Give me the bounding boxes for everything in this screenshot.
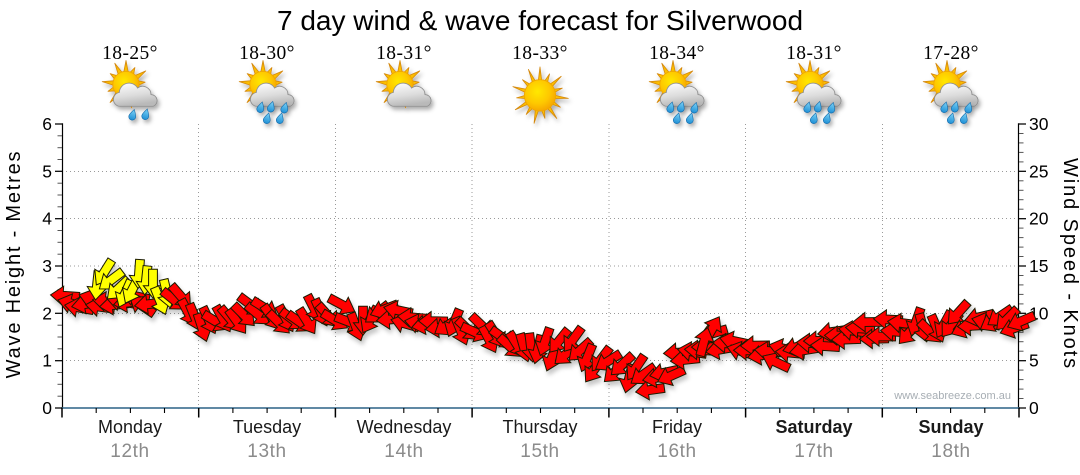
svg-text:18-34°: 18-34° bbox=[649, 43, 705, 64]
svg-text:3: 3 bbox=[42, 256, 52, 276]
svg-text:16th: 16th bbox=[657, 441, 696, 462]
svg-text:Monday: Monday bbox=[98, 417, 162, 437]
svg-text:17-28°: 17-28° bbox=[923, 43, 979, 64]
svg-text:15: 15 bbox=[1029, 256, 1048, 276]
svg-text:1: 1 bbox=[42, 351, 52, 371]
svg-text:18-30°: 18-30° bbox=[239, 43, 295, 64]
svg-text:Wave Height - Metres: Wave Height - Metres bbox=[3, 150, 25, 379]
svg-text:0: 0 bbox=[42, 398, 52, 418]
svg-text:Sunday: Sunday bbox=[918, 417, 983, 437]
svg-text:www.seabreeze.com.au: www.seabreeze.com.au bbox=[893, 390, 1011, 402]
svg-text:Wednesday: Wednesday bbox=[357, 417, 452, 437]
svg-text:30: 30 bbox=[1029, 114, 1049, 134]
svg-text:7 day wind & wave forecast for: 7 day wind & wave forecast for Silverwoo… bbox=[277, 5, 803, 36]
svg-text:18-25°: 18-25° bbox=[102, 43, 158, 64]
svg-text:2: 2 bbox=[42, 303, 52, 323]
svg-text:Friday: Friday bbox=[652, 417, 702, 437]
svg-text:17th: 17th bbox=[794, 441, 833, 462]
svg-text:18-33°: 18-33° bbox=[512, 43, 568, 64]
svg-text:Tuesday: Tuesday bbox=[233, 417, 301, 437]
svg-text:14th: 14th bbox=[384, 441, 423, 462]
svg-text:20: 20 bbox=[1029, 209, 1049, 229]
svg-text:Thursday: Thursday bbox=[502, 417, 577, 437]
svg-text:Saturday: Saturday bbox=[775, 417, 852, 437]
svg-text:4: 4 bbox=[42, 209, 52, 229]
svg-text:6: 6 bbox=[42, 114, 52, 134]
svg-text:5: 5 bbox=[1029, 351, 1039, 371]
svg-text:15th: 15th bbox=[520, 441, 559, 462]
svg-text:0: 0 bbox=[1029, 398, 1039, 418]
svg-text:18-31°: 18-31° bbox=[376, 43, 432, 64]
svg-text:Wind Speed - Knots: Wind Speed - Knots bbox=[1059, 158, 1080, 370]
svg-text:13th: 13th bbox=[247, 441, 286, 462]
svg-text:5: 5 bbox=[42, 161, 52, 181]
svg-text:18th: 18th bbox=[931, 441, 970, 462]
svg-text:18-31°: 18-31° bbox=[786, 43, 842, 64]
svg-text:12th: 12th bbox=[110, 441, 149, 462]
svg-text:25: 25 bbox=[1029, 161, 1048, 181]
